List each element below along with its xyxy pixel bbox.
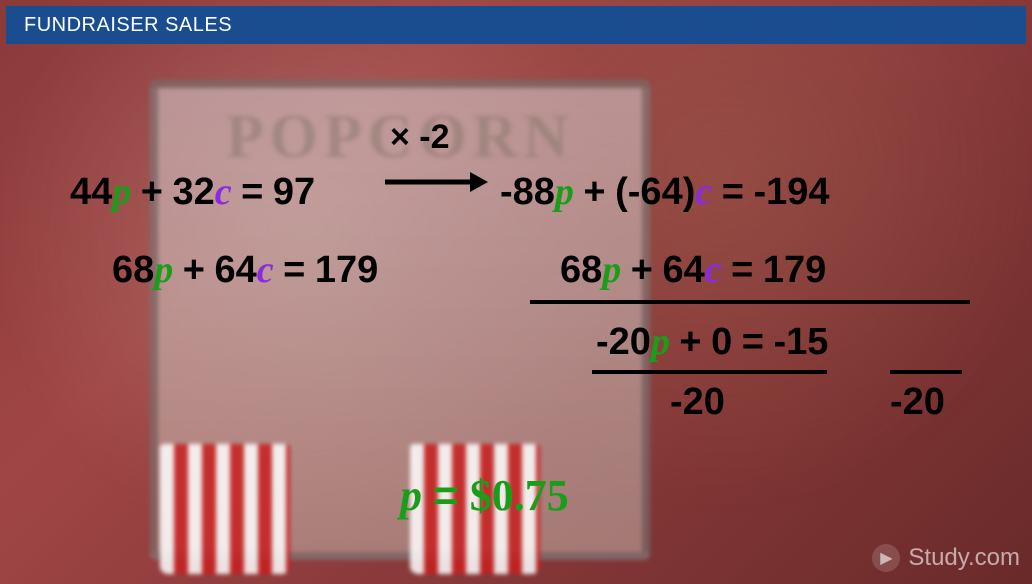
equation-1-left: 44p + 32c = 97 <box>70 170 315 214</box>
divisor-left: -20 <box>670 380 725 424</box>
divisor-right: -20 <box>890 380 945 424</box>
division-line-2a <box>592 370 827 374</box>
division-line-1 <box>530 300 970 304</box>
equation-1-right: -88p + (-64)c = -194 <box>500 170 830 214</box>
watermark: ▶ Study.com <box>872 544 1020 572</box>
equation-2-right: 68p + 64c = 179 <box>560 248 826 292</box>
arrow-multiplier-label: × -2 <box>390 118 450 157</box>
title-text: FUNDRAISER SALES <box>24 14 232 37</box>
watermark-icon: ▶ <box>872 544 900 572</box>
division-line-2b <box>890 370 962 374</box>
popcorn-box <box>160 444 290 574</box>
equation-sum: -20p + 0 = -15 <box>596 320 828 364</box>
title-bar: FUNDRAISER SALES <box>6 6 1026 44</box>
watermark-text: Study.com <box>908 544 1020 572</box>
arrow-icon <box>380 162 490 202</box>
result-equation: p = $0.75 <box>400 470 569 521</box>
equation-2-left: 68p + 64c = 179 <box>112 248 378 292</box>
